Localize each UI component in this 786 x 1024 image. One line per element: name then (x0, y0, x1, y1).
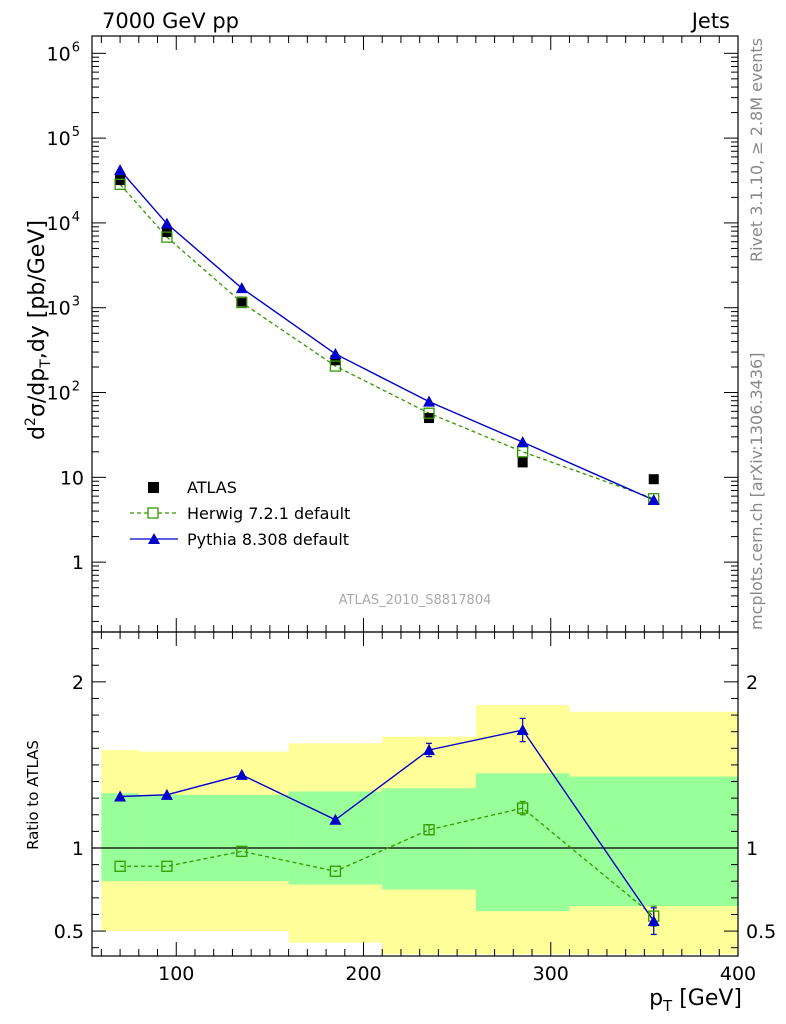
pythia-point (114, 164, 127, 176)
herwig-point (517, 446, 529, 458)
ratio-pythia-point (160, 788, 173, 800)
pythia-point (235, 282, 248, 294)
pythia-point (423, 395, 436, 407)
ratio-frame (91, 631, 739, 957)
ratio-bands (101, 705, 738, 955)
xlabel: pT [GeV] (649, 986, 742, 1015)
herwig-point (423, 407, 435, 419)
ratio-herwig-line (120, 807, 655, 917)
side-text-upper: Rivet 3.1.10, ≥ 2.8M events (747, 38, 766, 262)
ratio-herwig-point (517, 802, 529, 814)
legend-atlas-label: ATLAS (187, 478, 237, 497)
ratio-pythia-point (647, 915, 660, 927)
header-right: Jets (690, 9, 730, 33)
x-tick-label: 100 (158, 963, 194, 985)
y-tick-label: 102 (47, 380, 80, 405)
y-tick-label: 104 (47, 210, 80, 235)
band-green-1 (138, 794, 195, 882)
atlas-point (115, 175, 126, 186)
herwig-point (114, 178, 126, 190)
ratio-y-tick-label-left: 2 (72, 672, 84, 694)
band-green-3 (288, 791, 383, 885)
y-tick-label: 1 (72, 552, 84, 574)
pythia-line (119, 169, 655, 501)
atlas-point (330, 355, 341, 366)
ratio-herwig-point (423, 824, 435, 836)
y-tick-label: 106 (47, 40, 80, 65)
legend-pythia-marker (148, 533, 160, 544)
ratio-pythia-point (235, 768, 248, 780)
y-tick-label: 103 (47, 295, 80, 320)
x-tick-label: 200 (345, 963, 381, 985)
herwig-point (161, 231, 173, 243)
ratio-herwig-point (236, 845, 248, 857)
pythia-point (160, 217, 173, 229)
ratio-pythia-point (114, 790, 127, 802)
ratio-y-tick-label-left: 1 (72, 838, 84, 860)
herwig-point (329, 360, 342, 372)
ratio-herwig-point (114, 860, 126, 872)
side-text-lower: mcplots.cern.ch [arXiv:1306.3436] (747, 353, 766, 630)
band-green-5 (475, 773, 570, 912)
atlas-point (517, 457, 528, 468)
band-green-6 (569, 776, 738, 907)
main-ylabel: d2σ/dpT,dy [pb/GeV] (23, 220, 54, 440)
legend-herwig-label: Herwig 7.2.1 default (187, 504, 350, 523)
legend-pythia-label: Pythia 8.308 default (187, 530, 349, 549)
herwig-point (236, 296, 248, 309)
ratio-plot (92, 717, 738, 936)
herwig-line (119, 183, 654, 500)
legend-atlas-marker (148, 482, 159, 493)
legend: ATLAS Herwig 7.2.1 default Pythia 8.308 … (130, 478, 350, 549)
y-tick-label: 10 (60, 467, 84, 489)
ratio-y-tick-label-left: 0.5 (54, 921, 84, 943)
ratio-herwig-point (161, 860, 173, 872)
header-left: 7000 GeV pp (102, 9, 239, 33)
atlas-point (236, 296, 247, 307)
band-green-4 (382, 788, 476, 890)
ratio-ylabel: Ratio to ATLAS (24, 740, 42, 850)
x-tick-label: 400 (720, 963, 756, 985)
ratio-y-tick-label-right: 0.5 (746, 921, 776, 943)
band-green-0 (101, 793, 139, 882)
ratio-pythia-point (329, 813, 342, 825)
main-plot (114, 164, 660, 506)
pythia-point (329, 347, 342, 359)
ratio-pythia-point (516, 724, 529, 736)
ratio-y-tick-label-right: 2 (746, 672, 758, 694)
ratio-y-tick-label-right: 1 (746, 838, 758, 860)
pythia-point (516, 436, 529, 448)
ratio-herwig-point (329, 865, 342, 877)
pythia-point (647, 494, 660, 506)
ratio-pythia-point (423, 743, 436, 755)
x-tick-label: 300 (533, 963, 569, 985)
legend-herwig-marker (147, 507, 159, 519)
band-green-2 (194, 794, 289, 882)
analysis-watermark: ATLAS_2010_S8817804 (339, 593, 492, 608)
y-tick-label: 105 (47, 125, 80, 150)
atlas-point (648, 474, 659, 485)
